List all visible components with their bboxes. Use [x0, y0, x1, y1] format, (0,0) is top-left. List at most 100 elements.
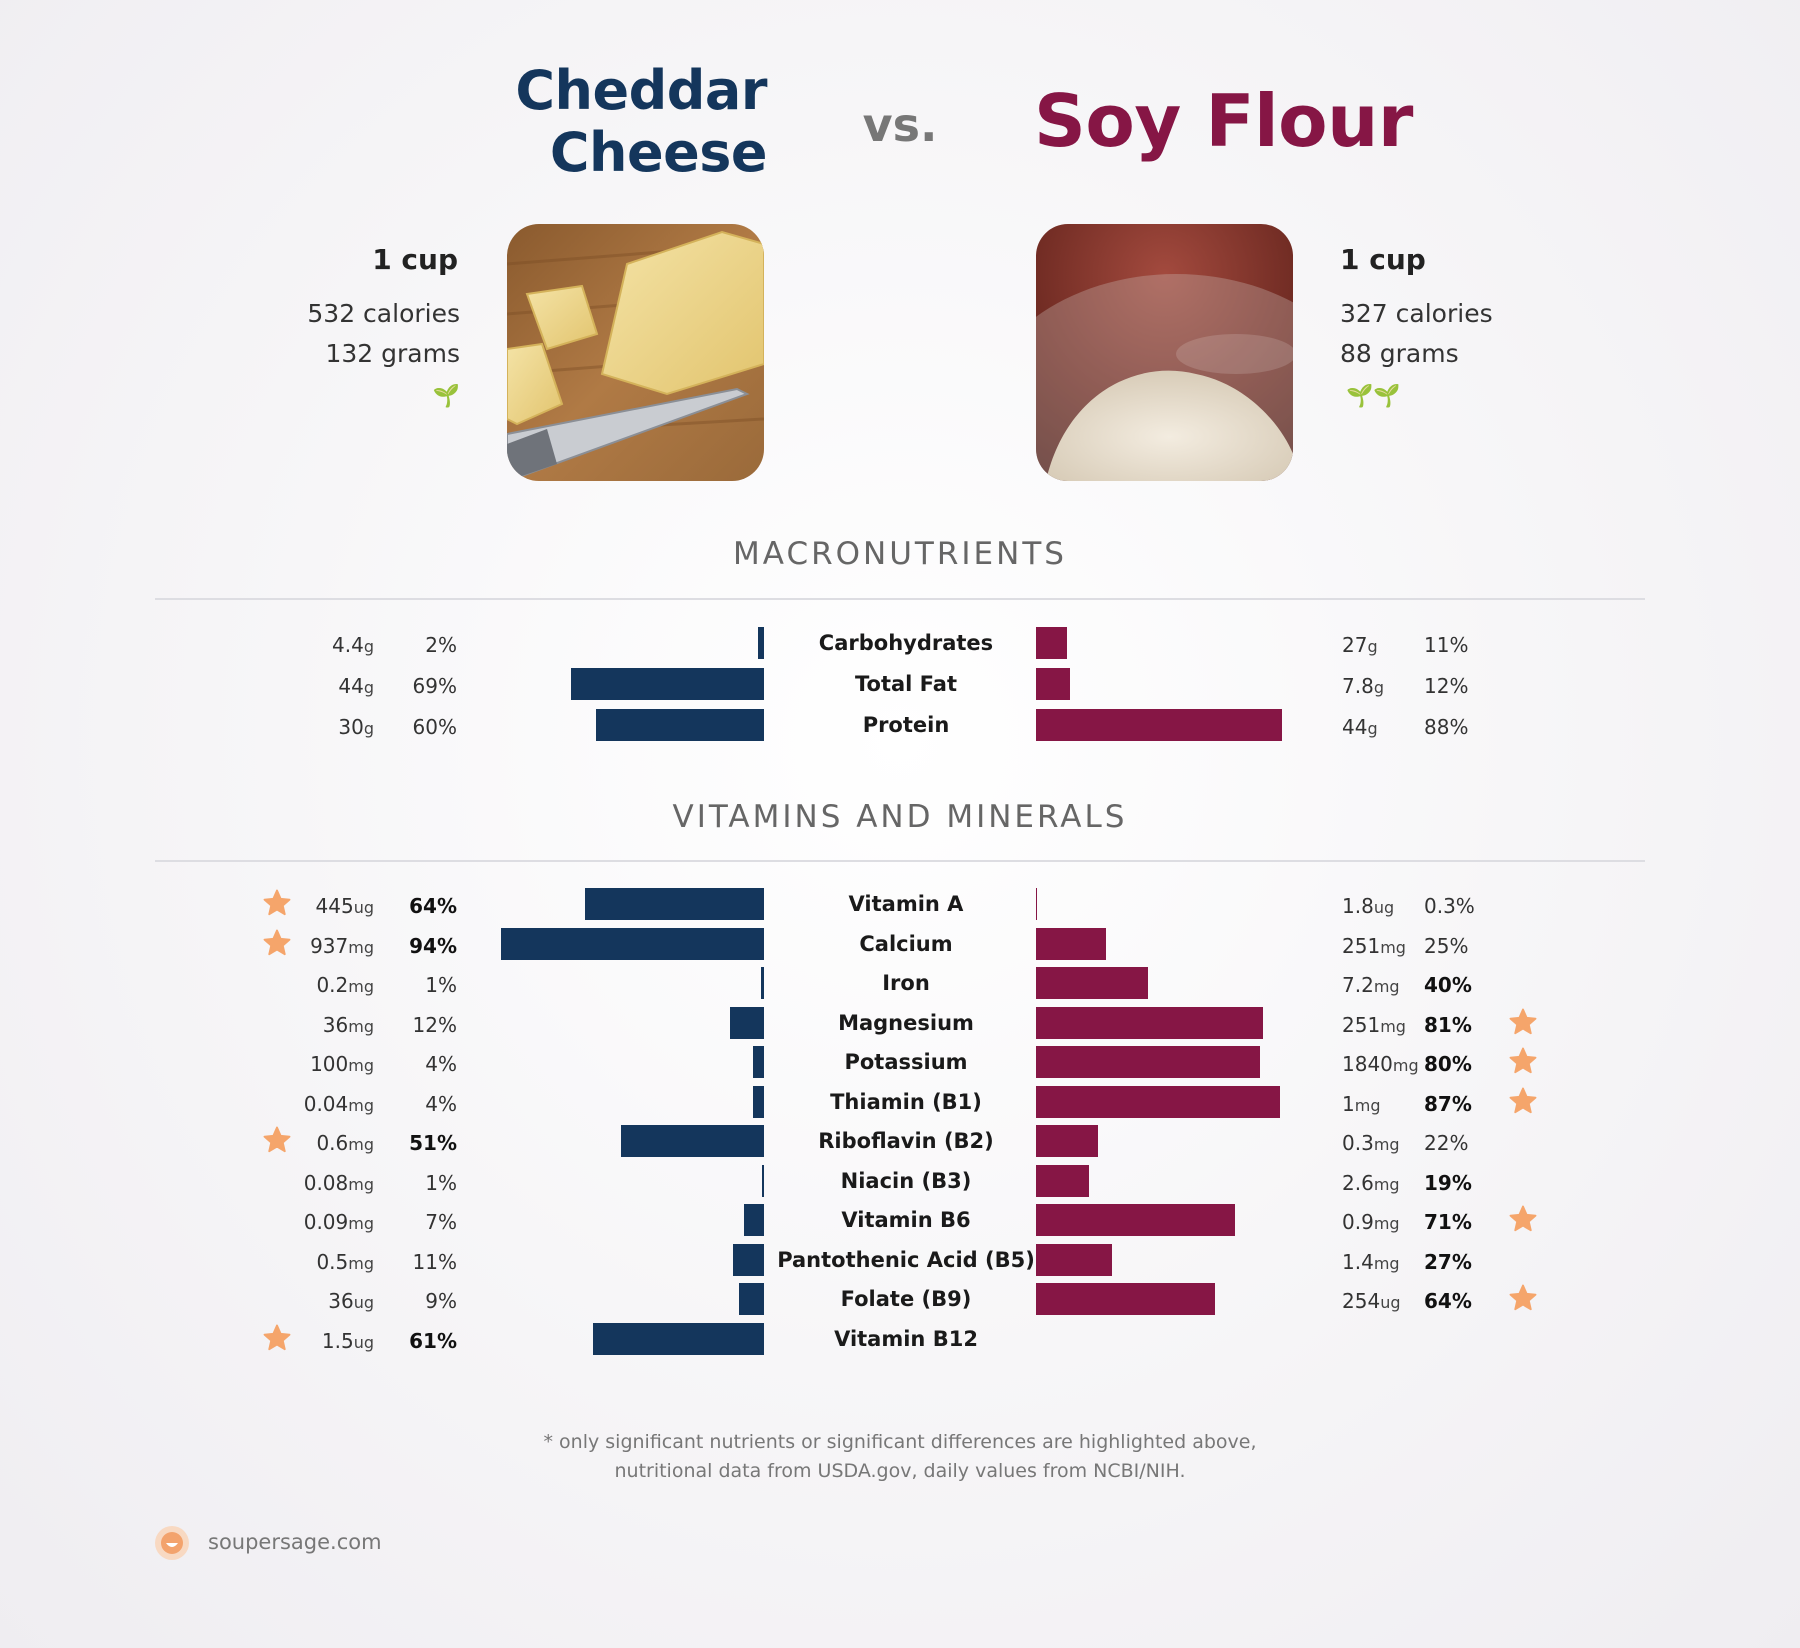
- left-amount-unit: ug: [353, 1293, 374, 1312]
- star-icon: [1508, 1086, 1538, 1116]
- left-percent: 1%: [425, 973, 457, 997]
- right-percent: 12%: [1424, 674, 1469, 698]
- left-amount: 100mg: [310, 1052, 374, 1076]
- left-amount-value: 100: [310, 1052, 349, 1076]
- right-percent: 22%: [1424, 1131, 1469, 1155]
- left-amount: 1.5ug: [322, 1329, 374, 1353]
- right-amount: 254ug: [1342, 1289, 1400, 1313]
- footnote-line2: nutritional data from USDA.gov, daily va…: [614, 1460, 1186, 1482]
- right-amount-value: 1.8: [1342, 894, 1374, 918]
- left-percent: 12%: [412, 1012, 457, 1037]
- left-amount: 4.4g: [332, 633, 374, 657]
- right-bar: [1036, 1006, 1263, 1039]
- right-amount-unit: g: [1367, 719, 1378, 738]
- left-amount-unit: mg: [348, 1174, 374, 1194]
- left-percent: 94%: [409, 933, 457, 958]
- left-percent: 4%: [425, 1052, 457, 1076]
- vitamin-row: 445ug 64% Vitamin A 1.8ug 0.3%: [0, 888, 1800, 924]
- left-amount: 937mg: [310, 934, 374, 958]
- left-food-title: Cheddar Cheese: [420, 60, 767, 184]
- left-amount: 36ug: [328, 1289, 374, 1313]
- vitamin-row: 0.2mg 1% Iron 7.2mg 40%: [0, 967, 1800, 1003]
- star-icon: [1508, 1046, 1538, 1076]
- left-bar: [593, 1322, 764, 1355]
- left-percent: 61%: [409, 1328, 457, 1353]
- left-amount-unit: g: [363, 678, 374, 697]
- left-amount: 0.04mg: [304, 1092, 374, 1116]
- star-icon: [262, 1125, 292, 1155]
- right-bar: [1036, 1046, 1260, 1078]
- nutrient-name: Pantothenic Acid (B5): [777, 1247, 1035, 1272]
- nutrient-name: Magnesium: [838, 1010, 974, 1035]
- left-serving: 1 cup: [372, 243, 458, 276]
- macro-row: 44g 69% Total Fat 7.8g 12%: [0, 668, 1800, 704]
- right-bar: [1036, 709, 1283, 741]
- left-amount-value: 30: [338, 715, 364, 739]
- right-amount: 1mg: [1342, 1092, 1380, 1116]
- vitamin-row: 1.5ug 61% Vitamin B12: [0, 1322, 1800, 1359]
- right-amount: 251mg: [1342, 1013, 1406, 1037]
- left-amount: 445ug: [316, 894, 374, 918]
- left-bar: [596, 709, 764, 741]
- left-bar: [730, 1006, 764, 1039]
- left-amount-unit: mg: [348, 937, 374, 957]
- macronutrients-title: MACRONUTRIENTS: [733, 536, 1067, 572]
- left-amount-unit: mg: [348, 1095, 374, 1115]
- left-amount-value: 0.04: [303, 1091, 349, 1116]
- left-amount-unit: mg: [348, 977, 374, 996]
- vitamin-row: 0.04mg 4% Thiamin (B1) 1mg 87%: [0, 1085, 1800, 1122]
- footnote-line1: * only significant nutrients or signific…: [543, 1431, 1257, 1453]
- nutrient-name: Folate (B9): [840, 1287, 972, 1311]
- left-amount-value: 36: [328, 1289, 354, 1313]
- nutrient-name: Total Fat: [854, 672, 957, 696]
- right-amount-value: 251: [1342, 1012, 1381, 1037]
- right-amount: 2.6mg: [1342, 1171, 1400, 1195]
- brand-site-link[interactable]: soupersage.com: [208, 1530, 382, 1554]
- left-bar: [744, 1204, 764, 1236]
- right-bar: [1036, 627, 1067, 659]
- left-amount-value: 1.5: [321, 1328, 354, 1353]
- right-amount-value: 7.8: [1342, 674, 1374, 698]
- right-bar: [1036, 1164, 1090, 1197]
- right-amount-unit: g: [1373, 678, 1384, 697]
- vitamin-row: 937mg 94% Calcium 251mg 25%: [0, 927, 1800, 964]
- right-percent: 87%: [1424, 1091, 1472, 1116]
- right-bar: [1036, 888, 1037, 920]
- nutrient-name: Iron: [882, 971, 930, 995]
- right-amount-value: 1840: [1342, 1052, 1393, 1076]
- right-grams: 88 grams: [1340, 339, 1459, 368]
- right-amount: 27g: [1342, 633, 1378, 657]
- right-amount-value: 1: [1342, 1091, 1355, 1116]
- right-amount-unit: mg: [1373, 1135, 1400, 1154]
- left-bar: [738, 1283, 764, 1315]
- right-amount-unit: mg: [1373, 1253, 1400, 1273]
- left-bar: [752, 1046, 764, 1078]
- star-icon: [262, 1323, 292, 1353]
- left-percent: 7%: [425, 1210, 457, 1234]
- right-percent: 40%: [1424, 973, 1472, 997]
- right-amount-value: 0.3: [1342, 1131, 1374, 1155]
- left-bar: [758, 627, 764, 659]
- right-amount-unit: ug: [1373, 898, 1395, 917]
- right-serving: 1 cup: [1340, 243, 1426, 276]
- vitamin-row: 36ug 9% Folate (B9) 254ug 64%: [0, 1283, 1800, 1319]
- right-percent: 64%: [1424, 1289, 1472, 1313]
- right-amount-value: 251: [1342, 933, 1381, 958]
- nutrient-name: Niacin (B3): [840, 1168, 972, 1193]
- right-plant-icons: 🌱🌱: [1346, 384, 1401, 409]
- right-amount-unit: mg: [1392, 1056, 1419, 1075]
- left-amount: 44g: [338, 674, 374, 698]
- right-bar: [1036, 927, 1106, 960]
- right-amount: 1.4mg: [1342, 1250, 1400, 1274]
- footnote: * only significant nutrients or signific…: [0, 1428, 1800, 1486]
- vs-label: vs.: [862, 98, 938, 152]
- left-percent: 11%: [412, 1249, 457, 1274]
- right-food-title: Soy Flour: [1034, 79, 1413, 163]
- left-amount-unit: ug: [353, 1332, 374, 1352]
- right-bar: [1036, 1243, 1112, 1276]
- nutrient-name: Vitamin B6: [841, 1208, 971, 1232]
- left-plant-icon: 🌱: [432, 384, 460, 409]
- left-amount-value: 0.09: [303, 1210, 349, 1234]
- right-percent: 81%: [1424, 1012, 1472, 1037]
- left-amount: 0.5mg: [316, 1250, 374, 1274]
